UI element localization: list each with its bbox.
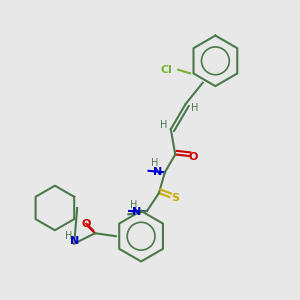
Text: Cl: Cl <box>160 65 172 75</box>
Text: H: H <box>130 200 137 210</box>
Text: H: H <box>160 120 167 130</box>
Text: N: N <box>153 167 162 177</box>
Text: O: O <box>188 152 198 162</box>
Text: O: O <box>81 219 91 229</box>
Text: H: H <box>64 231 72 241</box>
Text: N: N <box>132 207 141 218</box>
Text: H: H <box>151 158 158 168</box>
Text: S: S <box>171 193 179 202</box>
Text: H: H <box>191 103 198 113</box>
Text: N: N <box>70 236 79 246</box>
